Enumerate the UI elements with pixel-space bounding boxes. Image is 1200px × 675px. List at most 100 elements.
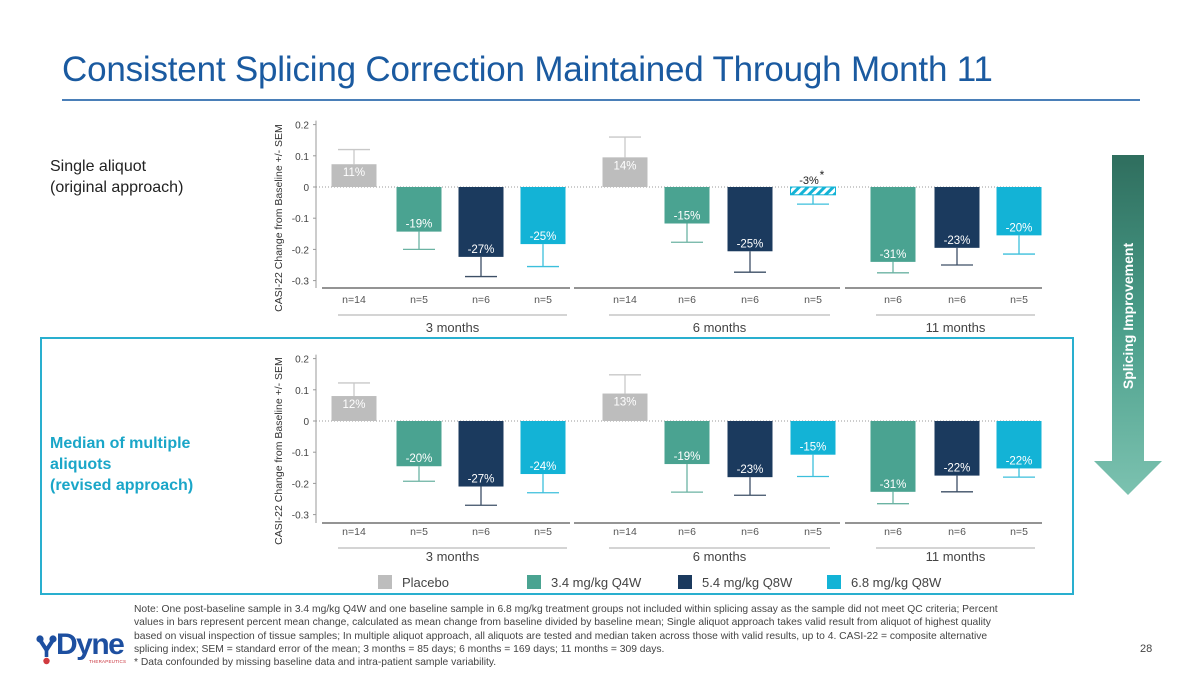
bar-n-label: n=5 bbox=[534, 526, 552, 538]
bar-n-label: n=14 bbox=[342, 526, 366, 538]
bar-n-label: n=6 bbox=[741, 294, 759, 306]
approach-label-median-line3: (revised approach) bbox=[50, 477, 194, 494]
bar-n-label: n=6 bbox=[884, 526, 902, 538]
bar-value-label: -25% bbox=[737, 238, 764, 250]
revised-approach-highlight-box bbox=[40, 337, 1074, 595]
y-tick-label: 0.2 bbox=[295, 355, 309, 366]
group-label: 11 months bbox=[926, 549, 986, 564]
group-label: 6 months bbox=[693, 549, 747, 564]
bar-value-label: -27% bbox=[468, 474, 495, 486]
bar-n-label: n=5 bbox=[1010, 526, 1028, 538]
bar-placebo bbox=[602, 393, 648, 421]
bar-value-label: -19% bbox=[406, 219, 433, 231]
bar-asterisk: * bbox=[820, 168, 825, 182]
approach-label-median: Median of multiple aliquots (revised app… bbox=[50, 433, 193, 496]
group-label: 11 months bbox=[926, 320, 986, 335]
bar-value-label: -19% bbox=[674, 451, 701, 463]
bar-dose_3_4 bbox=[664, 187, 710, 224]
bar-dose_5_4 bbox=[727, 421, 773, 478]
y-tick-label: -0.1 bbox=[292, 448, 310, 459]
bar-n-label: n=6 bbox=[741, 526, 759, 538]
bar-dose_5_4 bbox=[727, 187, 773, 252]
bar-n-label: n=5 bbox=[410, 294, 428, 306]
footnote: Note: One post-baseline sample in 3.4 mg… bbox=[134, 603, 1094, 669]
bar-value-label: 12% bbox=[342, 399, 365, 411]
bar-dose_5_4 bbox=[458, 421, 504, 487]
bar-dose_6_8 bbox=[520, 421, 566, 475]
bar-dose_6_8 bbox=[520, 187, 566, 245]
y-tick-label: -0.2 bbox=[292, 245, 310, 256]
legend-swatch-5-4-mgkg bbox=[678, 575, 692, 589]
bar-dose_6_8 bbox=[790, 186, 836, 196]
dyne-logo-wordmark: Dyne bbox=[56, 628, 125, 661]
dyne-logo-mark-icon bbox=[36, 635, 57, 665]
legend-label-3-4-mgkg: 3.4 mg/kg Q4W bbox=[551, 574, 642, 590]
bar-n-label: n=14 bbox=[342, 294, 366, 306]
y-tick-label: 0 bbox=[303, 183, 309, 194]
group-label: 6 months bbox=[693, 320, 747, 335]
group-label: 3 months bbox=[426, 320, 480, 335]
splicing-improvement-label: Splicing Improvement bbox=[1120, 242, 1136, 390]
bar-value-label: 14% bbox=[613, 160, 636, 172]
legend-label-5-4-mgkg: 5.4 mg/kg Q8W bbox=[702, 574, 793, 590]
bar-dose_3_4 bbox=[396, 421, 442, 467]
page-number: 28 bbox=[1140, 643, 1153, 655]
bar-placebo bbox=[331, 396, 377, 421]
bar-value-label: -31% bbox=[880, 249, 907, 261]
dyne-logo-subtext: THERAPEUTICS bbox=[89, 659, 127, 664]
y-tick-label: 0.2 bbox=[295, 121, 309, 132]
y-tick-label: -0.1 bbox=[292, 214, 310, 225]
legend-swatch-placebo bbox=[378, 575, 392, 589]
legend-swatch-3-4-mgkg bbox=[527, 575, 541, 589]
bar-dose_5_4 bbox=[934, 187, 980, 248]
footnote-line: values in bars represent percent mean ch… bbox=[134, 617, 991, 629]
title-underline bbox=[62, 99, 1140, 101]
bar-value-label: -15% bbox=[674, 211, 701, 223]
footnote-line: based on visual inspection of tissue sam… bbox=[134, 630, 988, 642]
bar-value-label: -20% bbox=[406, 453, 433, 465]
bar-dose_3_4 bbox=[396, 187, 442, 232]
y-tick-label: -0.3 bbox=[292, 277, 310, 288]
bar-value-label: -15% bbox=[800, 442, 827, 454]
bar-n-label: n=14 bbox=[613, 526, 637, 538]
bar-n-label: n=6 bbox=[678, 294, 696, 306]
bar-n-label: n=6 bbox=[472, 526, 490, 538]
bar-n-label: n=6 bbox=[678, 526, 696, 538]
footnote-line: Note: One post-baseline sample in 3.4 mg… bbox=[134, 604, 998, 615]
bar-dose_3_4 bbox=[870, 187, 916, 262]
footnote-line: splicing index; SEM = standard error of … bbox=[134, 643, 665, 655]
y-tick-label: -0.2 bbox=[292, 479, 310, 490]
bar-placebo bbox=[602, 157, 648, 187]
bar-dose_6_8 bbox=[996, 421, 1042, 469]
bar-dose_3_4 bbox=[664, 421, 710, 465]
approach-label-median-line1: Median of multiple bbox=[50, 435, 191, 452]
legend-item-6-8-mgkg: 6.8 mg/kg Q8W bbox=[827, 573, 941, 591]
legend-item-placebo: Placebo bbox=[378, 573, 449, 591]
bar-dose_5_4 bbox=[934, 421, 980, 476]
approach-label-single-line1: Single aliquot bbox=[50, 158, 147, 175]
group-label: 3 months bbox=[426, 549, 480, 564]
splicing-improvement-arrow bbox=[1094, 155, 1162, 495]
bar-n-label: n=6 bbox=[948, 526, 966, 538]
bar-n-label: n=5 bbox=[804, 294, 822, 306]
y-axis-title: CASI-22 Change from Baseline +/- SEM bbox=[273, 124, 285, 312]
y-tick-label: 0 bbox=[303, 417, 309, 428]
down-arrow-icon bbox=[1094, 155, 1162, 495]
bar-dose_6_8 bbox=[996, 187, 1042, 236]
bar-value-label: -27% bbox=[468, 244, 495, 256]
bar-value-label: -31% bbox=[880, 479, 907, 491]
bar-value-label: -22% bbox=[944, 463, 971, 475]
bar-dose_6_8 bbox=[790, 421, 836, 455]
legend-item-3-4-mgkg: 3.4 mg/kg Q4W bbox=[527, 573, 641, 591]
approach-label-single: Single aliquot (original approach) bbox=[50, 156, 183, 198]
bar-n-label: n=5 bbox=[410, 526, 428, 538]
bar-value-label: -24% bbox=[530, 461, 557, 473]
approach-label-median-line2: aliquots bbox=[50, 456, 112, 473]
bar-n-label: n=6 bbox=[884, 294, 902, 306]
legend-label-6-8-mgkg: 6.8 mg/kg Q8W bbox=[851, 574, 942, 590]
y-tick-label: -0.3 bbox=[292, 511, 310, 522]
bar-n-label: n=5 bbox=[534, 294, 552, 306]
legend-swatch-6-8-mgkg bbox=[827, 575, 841, 589]
bar-n-label: n=5 bbox=[804, 526, 822, 538]
